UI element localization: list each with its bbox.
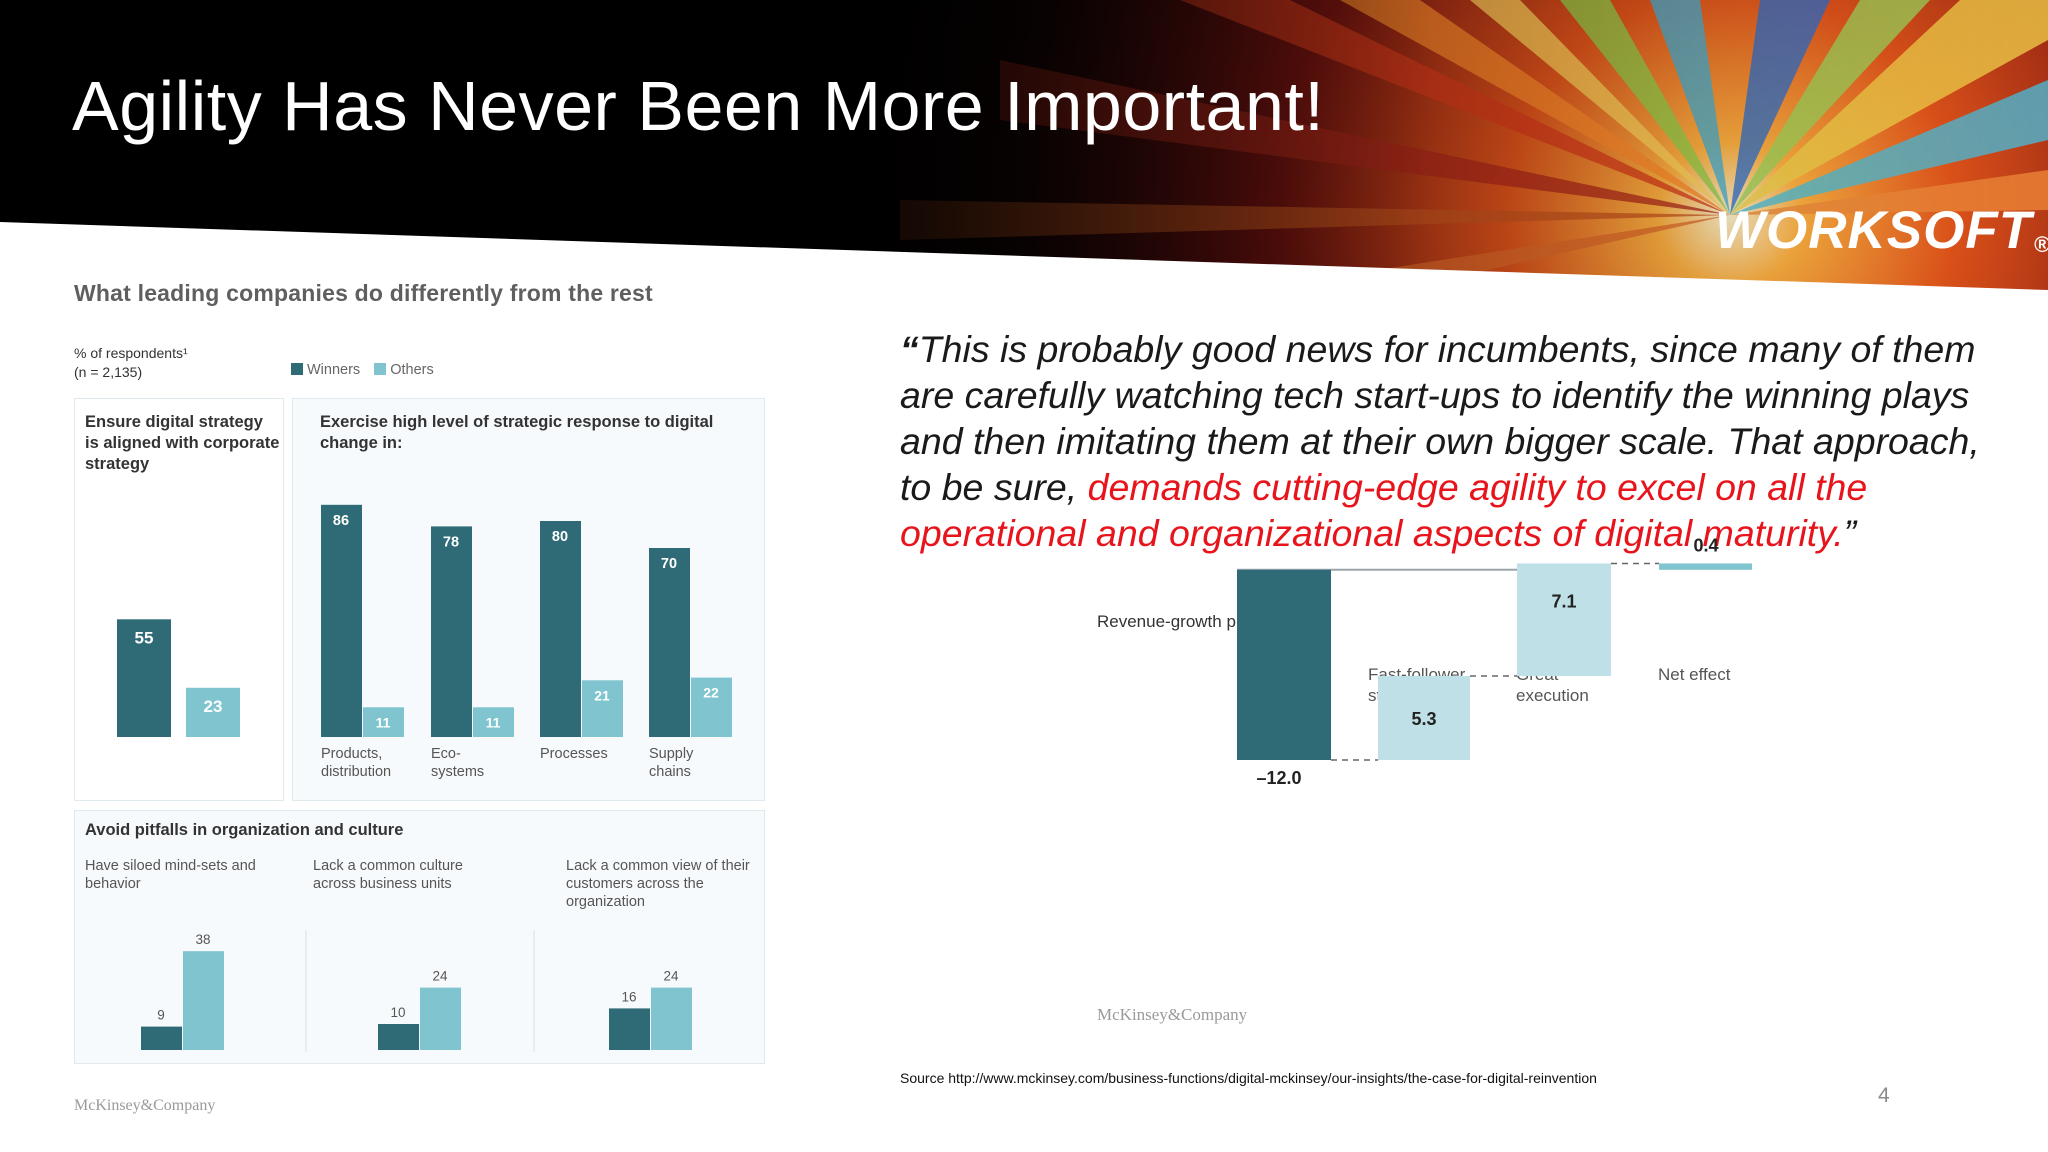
logo-registered-mark: ®	[2034, 232, 2048, 257]
waterfall-footer: McKinsey&Company	[1097, 1005, 1248, 1024]
waterfall-category-3: Net effect	[1658, 665, 1731, 684]
bar-winners-1	[431, 526, 472, 737]
quote-text: “This is probably good news for incumben…	[900, 326, 2020, 556]
quote-open-mark: “	[900, 328, 919, 370]
value-label-winners-0: 86	[333, 513, 349, 529]
banner-graphic	[0, 0, 2048, 290]
waterfall-label-0: –12.0	[1256, 768, 1301, 788]
waterfall-label-1: 5.3	[1411, 709, 1436, 729]
value-label-winners-3: 70	[661, 556, 677, 572]
category-label-0: distribution	[321, 764, 391, 780]
panel-strategy-alignment	[74, 398, 284, 801]
value-label-others-2: 21	[594, 687, 610, 703]
category-label-1: systems	[431, 764, 484, 780]
value-label-winners-pitfall-2: 16	[621, 989, 636, 1004]
quote-highlight-text: demands cutting-edge agility to excel on…	[900, 466, 1868, 554]
value-label-others-pitfall-2: 24	[663, 969, 679, 984]
quote-plain-text: This is probably good news for incumbent…	[900, 328, 1980, 508]
bar-others-2	[582, 680, 623, 737]
value-label-others-pitfall-1: 24	[432, 969, 448, 984]
legend-winners-label: Winners	[307, 362, 361, 378]
bar-others-pitfall-1	[420, 987, 461, 1050]
bar-others-3	[691, 677, 732, 737]
bar-others-strategy	[186, 687, 240, 737]
bar-winners-pitfall-0	[141, 1026, 182, 1050]
panel-c-label-3: Lack a common view of their customers ac…	[566, 858, 750, 910]
category-label-1: Eco-	[431, 746, 461, 762]
category-label-0: Products,	[321, 746, 382, 762]
quote-close-mark: ”	[1843, 512, 1857, 554]
value-label-winners-pitfall-1: 10	[390, 1005, 405, 1020]
worksoft-logo: WORKSOFT®	[1715, 200, 2048, 261]
category-label-3: Supply	[649, 746, 694, 762]
panel-a-title: Ensure digital strategy is aligned with …	[85, 413, 280, 473]
value-label-others-1: 11	[486, 714, 501, 730]
page-number: 4	[1878, 1084, 1890, 1107]
waterfall-bar-0	[1237, 569, 1331, 760]
panel-c-label-1: Have siloed mind-sets and behavior	[85, 858, 256, 892]
waterfall-label-2: 7.1	[1551, 592, 1576, 612]
value-label-winners-pitfall-0: 9	[157, 1008, 165, 1023]
bar-winners-pitfall-2	[609, 1008, 650, 1050]
legend-others-label: Others	[390, 362, 434, 378]
value-label-winners-1: 78	[443, 534, 459, 550]
respondents-line-2: (n = 2,135)	[74, 364, 143, 380]
chart-legend: Winners Others	[291, 362, 434, 378]
header-banner	[0, 0, 2048, 290]
value-label-winners: 55	[135, 628, 154, 647]
bar-winners-2	[540, 521, 581, 737]
waterfall-bar-3	[1659, 563, 1752, 570]
panel-b-title: Exercise high level of strategic respons…	[320, 413, 714, 452]
respondents-label: % of respondents¹ (n = 2,135)	[74, 344, 188, 382]
logo-text: WORKSOFT	[1715, 201, 2033, 260]
value-label-winners-2: 80	[552, 529, 568, 545]
bar-winners-3	[649, 548, 690, 737]
bar-winners-0	[321, 504, 362, 737]
bar-others-1	[473, 707, 514, 737]
bar-others-pitfall-0	[183, 951, 224, 1050]
source-citation: Source http://www.mckinsey.com/business-…	[900, 1070, 1597, 1086]
bar-others-pitfall-2	[651, 987, 692, 1050]
waterfall-bar-1	[1378, 675, 1470, 760]
respondents-line-1: % of respondents¹	[74, 345, 188, 361]
left-chart-heading: What leading companies do differently fr…	[74, 280, 653, 306]
slide-title: Agility Has Never Been More Important!	[72, 67, 1325, 145]
waterfall-label-3: 0.4	[1693, 535, 1718, 555]
waterfall-bar-2	[1517, 563, 1611, 676]
panel-c-title: Avoid pitfalls in organization and cultu…	[85, 821, 404, 839]
value-label-others-pitfall-0: 38	[195, 932, 210, 947]
bar-winners-strategy	[117, 619, 171, 737]
panel-c-label-2: Lack a common culture across business un…	[313, 858, 463, 892]
legend-winners-swatch	[291, 363, 303, 375]
bar-others-0	[363, 707, 404, 737]
value-label-others-0: 11	[376, 714, 391, 730]
bar-winners-pitfall-1	[378, 1024, 419, 1050]
value-label-others: 23	[204, 697, 223, 716]
category-label-3: chains	[649, 764, 691, 780]
left-chart-footer: McKinsey&Company	[74, 1097, 216, 1114]
category-label-2: Processes	[540, 746, 608, 762]
legend-others-swatch	[374, 363, 387, 375]
value-label-others-3: 22	[703, 685, 719, 701]
waterfall-category-2: execution	[1516, 686, 1589, 705]
